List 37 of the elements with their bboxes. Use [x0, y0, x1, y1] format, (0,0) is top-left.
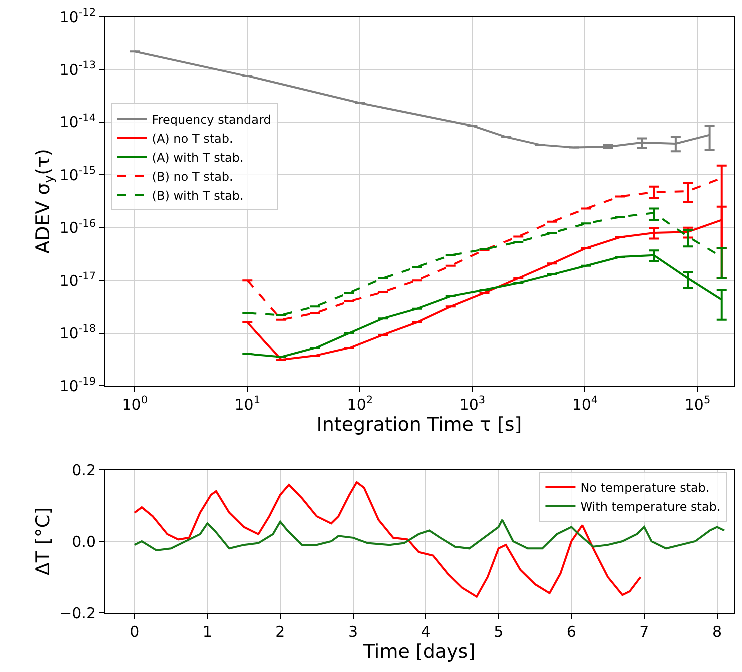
x-tick-label: 8: [712, 623, 722, 641]
x-tick-label: 5: [494, 623, 504, 641]
x-axis-title: Time [days]: [362, 641, 476, 663]
y-tick-label: 10$^{-19}$: [60, 376, 96, 396]
y-tick-label: 10$^{-12}$: [60, 6, 96, 26]
y-tick-label: 0.0: [72, 532, 96, 551]
y-tick-label: −0.2: [60, 604, 96, 622]
line-series: [134, 519, 726, 552]
y-tick-label: 0.2: [72, 461, 96, 480]
x-tick-label: 4: [421, 623, 431, 641]
x-tick-label: 0: [130, 623, 140, 641]
legend-label: No temperature stab.: [580, 480, 710, 495]
x-tick-label: 7: [640, 623, 650, 641]
legend-label: (B) no T stab.: [152, 170, 234, 184]
x-tick-label: 10$^{4}$: [572, 394, 598, 414]
legend-label: (A) with T stab.: [152, 150, 244, 165]
y-tick-label: 10$^{-16}$: [60, 218, 96, 238]
x-tick-label: 6: [566, 623, 576, 641]
x-tick-label: 10$^{1}$: [234, 394, 261, 414]
x-tick-label: 10$^{3}$: [460, 394, 486, 414]
y-tick-label: 10$^{-14}$: [60, 112, 96, 132]
x-tick-label: 3: [348, 623, 358, 641]
y-tick-label: 10$^{-17}$: [60, 270, 96, 290]
x-tick-label: 2: [276, 623, 286, 641]
legend-label: With temperature stab.: [580, 500, 721, 514]
x-tick-label: 1: [202, 623, 212, 641]
x-tick-label: 10$^{5}$: [684, 394, 711, 414]
legend-label: (B) with T stab.: [152, 188, 244, 203]
y-axis-title: ΔT [°C]: [32, 507, 54, 576]
legend-label: (A) no T stab.: [152, 132, 234, 146]
x-axis-title: Integration Time τ [s]: [316, 414, 522, 436]
x-tick-label: 10$^{2}$: [347, 394, 374, 414]
y-tick-label: 10$^{-18}$: [60, 323, 96, 343]
x-tick-label: 10$^{0}$: [122, 394, 148, 414]
y-tick-label: 10$^{-13}$: [60, 60, 96, 79]
legend-label: Frequency standard: [152, 112, 272, 127]
y-tick-label: 10$^{-15}$: [60, 165, 96, 184]
